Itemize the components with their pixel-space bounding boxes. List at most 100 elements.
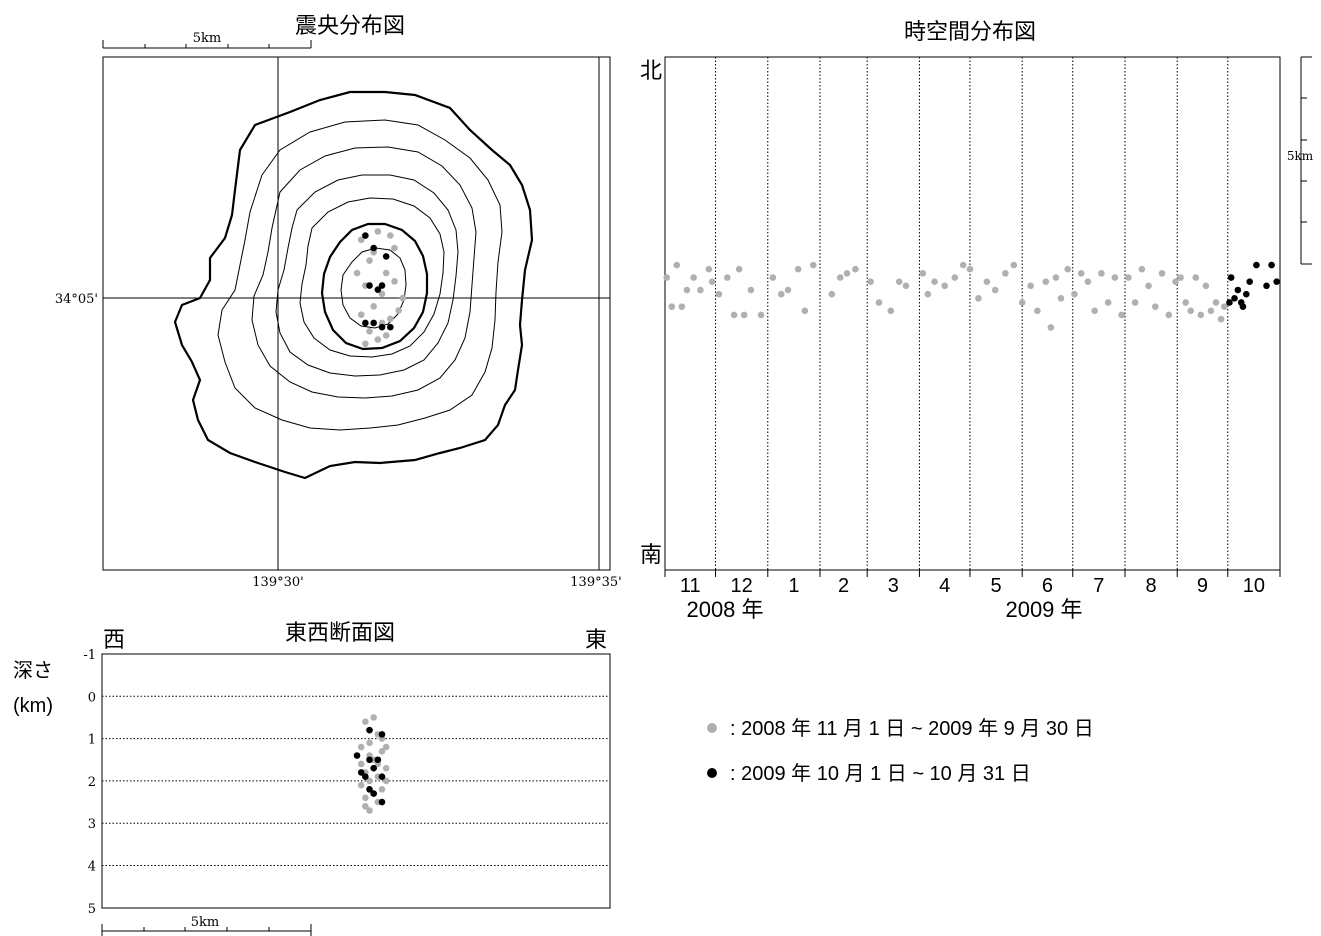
section-depth-grid: -1 0 1 2 3 4 5 xyxy=(83,648,610,917)
month-label: 8 xyxy=(1146,575,1157,597)
section-point-recent xyxy=(378,731,386,738)
map-point-past xyxy=(353,269,361,277)
timeplot-point-past xyxy=(1071,290,1078,298)
timeplot-point-past xyxy=(1002,270,1009,277)
timeplot-point-past xyxy=(941,282,948,290)
timeplot-point-past xyxy=(895,278,903,285)
legend: : 2008 年 11 月 1 日 ~ 2009 年 9 月 30 日 : 20… xyxy=(707,717,1094,785)
legend-item-recent: : 2009 年 10 月 1 日 ~ 10 月 31 日 xyxy=(730,762,1031,785)
month-label: 12 xyxy=(731,575,753,597)
map-point-recent xyxy=(387,323,394,331)
timeplot-point-past xyxy=(769,274,777,281)
timeplot-point-past xyxy=(663,274,670,281)
map-point-past xyxy=(378,290,386,298)
section-east-label: 東 xyxy=(585,627,607,652)
section-west-label: 西 xyxy=(103,627,125,652)
timeplot-point-recent xyxy=(1226,299,1233,306)
section-point-recent xyxy=(366,726,373,734)
timeplot-point-past xyxy=(809,261,817,269)
timeplot-point-past xyxy=(1064,265,1071,273)
map-point-recent xyxy=(374,286,382,293)
timeplot-point-past xyxy=(867,278,874,285)
map-point-recent xyxy=(370,319,377,327)
month-label: 2 xyxy=(838,575,849,597)
timeplot-point-recent xyxy=(1268,261,1275,269)
legend-marker-past xyxy=(707,723,717,733)
map-point-past xyxy=(395,307,402,314)
map-point-past xyxy=(370,303,377,310)
timeplot-point-past xyxy=(966,265,974,273)
timeplot-point-past xyxy=(1197,311,1205,319)
timeplot-point-past xyxy=(1034,307,1041,315)
section-point-past xyxy=(370,714,377,721)
timeplot-point-recent xyxy=(1227,274,1235,281)
section-scale-label: 5km xyxy=(191,915,219,930)
timeplot-month-grid xyxy=(664,57,1281,577)
timeplot-point-past xyxy=(668,303,676,310)
map-point-past xyxy=(399,294,407,302)
timeplot-point-past xyxy=(705,265,713,273)
section-point-past xyxy=(382,777,390,785)
contour-2 xyxy=(251,146,477,399)
map-lon-label-2: 139°35' xyxy=(570,575,621,590)
section-point-recent xyxy=(378,773,386,780)
month-label: 1 xyxy=(788,575,799,597)
depth-tick-label: 2 xyxy=(88,775,96,790)
timeplot-point-past xyxy=(1118,311,1125,319)
map-scale-label: 5km xyxy=(193,31,221,46)
map-point-recent xyxy=(366,282,373,289)
depth-tick-label: -1 xyxy=(83,648,96,663)
section-point-recent xyxy=(362,773,369,780)
section-point-recent xyxy=(366,786,373,793)
section-point-past xyxy=(366,807,373,814)
timeplot-point-past xyxy=(1057,295,1065,302)
month-label: 3 xyxy=(888,575,899,597)
section-hypocenter-points xyxy=(353,714,390,814)
timeplot-point-past xyxy=(1047,324,1055,331)
timeplot-point-past xyxy=(697,286,704,294)
section-point-recent xyxy=(374,756,382,764)
timeplot-points xyxy=(663,261,1280,331)
depth-tick-label: 4 xyxy=(88,860,96,875)
timeplot-point-past xyxy=(836,274,844,281)
timeplot-point-past xyxy=(1187,307,1194,315)
timeplot-point-past xyxy=(1145,282,1152,290)
month-label: 11 xyxy=(680,575,701,597)
timeplot-point-recent xyxy=(1273,278,1280,285)
timeplot-point-recent xyxy=(1239,303,1247,310)
map-point-recent xyxy=(378,282,386,289)
map-point-past xyxy=(387,232,394,239)
timeplot-point-past xyxy=(1098,270,1105,277)
section-title: 東西断面図 xyxy=(285,620,395,645)
timeplot-point-past xyxy=(1212,299,1220,306)
contour-1 xyxy=(217,119,503,431)
contour-5 xyxy=(340,247,407,329)
timeplot-point-past xyxy=(924,290,932,298)
section-point-past xyxy=(382,743,390,751)
timeplot-point-past xyxy=(683,286,691,294)
section-point-recent xyxy=(378,798,386,806)
timeplot-point-past xyxy=(1152,303,1159,310)
section-point-past xyxy=(362,794,369,802)
map-point-recent xyxy=(362,319,369,327)
timeplot-point-past xyxy=(784,286,792,294)
section-point-recent xyxy=(353,752,361,759)
section-scale-bar: 5km xyxy=(101,915,312,936)
timeplot-point-past xyxy=(1158,270,1166,277)
map-point-past xyxy=(391,244,398,252)
map-point-past xyxy=(374,336,382,343)
month-label: 4 xyxy=(939,575,950,597)
section-point-past xyxy=(357,743,365,751)
timeplot-point-past xyxy=(1221,303,1228,310)
map-point-past xyxy=(357,311,365,318)
section-point-recent xyxy=(370,790,377,797)
timeplot-point-recent xyxy=(1243,290,1250,298)
timeplot-point-recent xyxy=(1263,282,1270,290)
caldera-rim xyxy=(320,222,429,351)
map-point-past xyxy=(382,332,390,339)
map-lat-label: 34°05' xyxy=(55,292,98,307)
timeplot-point-past xyxy=(1177,274,1184,281)
map-title: 震央分布図 xyxy=(295,13,405,38)
timeplot-point-past xyxy=(887,307,895,315)
